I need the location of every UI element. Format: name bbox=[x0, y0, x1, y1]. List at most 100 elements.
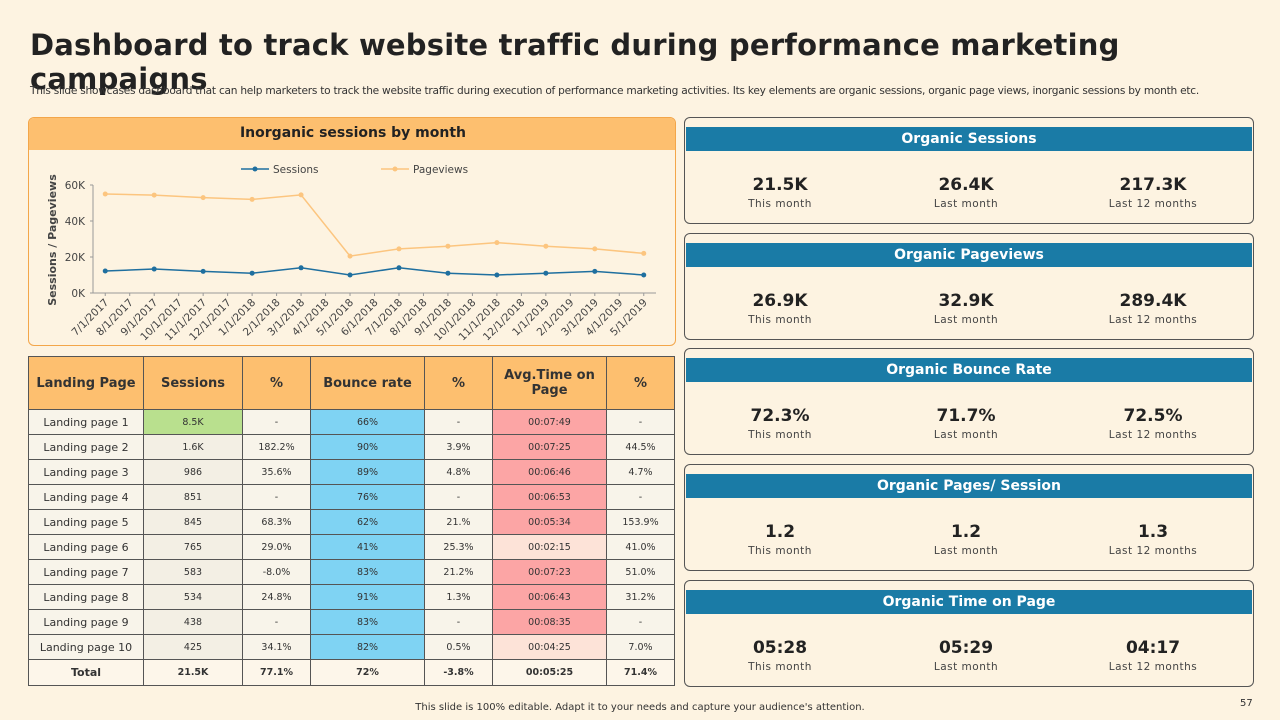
total-cell: 72% bbox=[310, 659, 425, 686]
table-cell: -8.0% bbox=[242, 559, 311, 585]
table-cell: 845 bbox=[143, 509, 243, 535]
table-cell: Landing page 7 bbox=[28, 559, 144, 585]
y-tick-label: 40K bbox=[65, 216, 86, 228]
table-row: Landing page 10 425 34.1% 82% 0.5% 00:04:25 7.… bbox=[28, 634, 675, 660]
table-cell: 4.8% bbox=[424, 459, 493, 485]
page-number: 57 bbox=[1240, 698, 1253, 709]
table-cell: 00:04:25 bbox=[492, 634, 607, 660]
table-cell: Landing page 2 bbox=[28, 434, 144, 460]
table-cell: 82% bbox=[310, 634, 425, 660]
kpi-title: Organic Pageviews bbox=[686, 243, 1252, 267]
table-row: Landing page 1 8.5K -66% -00:07:49- bbox=[28, 409, 675, 435]
table-cell: 00:02:15 bbox=[492, 534, 607, 560]
point bbox=[494, 272, 500, 278]
legend-label: Pageviews bbox=[413, 164, 468, 176]
point bbox=[543, 243, 549, 249]
kpi-card: Organic Sessions 21.5K This month 26.4K Last… bbox=[684, 117, 1254, 224]
point bbox=[592, 268, 598, 274]
table-cell: 25.3% bbox=[424, 534, 493, 560]
table-row: Landing page 5 845 68.3% 62% 21.% 00:05:34 153… bbox=[28, 509, 675, 535]
kpi-label: Last month bbox=[933, 661, 999, 673]
kpi-value: 05:28 bbox=[752, 638, 808, 658]
table-cell: 986 bbox=[143, 459, 243, 485]
table-cell: 3.9% bbox=[424, 434, 493, 460]
table-cell: 21.2% bbox=[424, 559, 493, 585]
table-cell: 00:06:53 bbox=[492, 484, 607, 510]
total-cell: 21.5K bbox=[143, 659, 243, 686]
table-cell: 00:08:35 bbox=[492, 609, 607, 635]
kpi-value: 72.5% bbox=[1123, 406, 1183, 426]
legend-label: Sessions bbox=[273, 164, 319, 176]
table-cell: 425 bbox=[143, 634, 243, 660]
column-header: Avg.Time on Page bbox=[492, 356, 607, 410]
kpi-label: Last month bbox=[933, 198, 999, 210]
table-cell: 89% bbox=[310, 459, 425, 485]
table-cell: 765 bbox=[143, 534, 243, 560]
table-cell: Landing page 3 bbox=[28, 459, 144, 485]
kpi-title: Organic Bounce Rate bbox=[686, 358, 1252, 382]
point bbox=[641, 272, 647, 278]
table-cell: 76% bbox=[310, 484, 425, 510]
column-header: % bbox=[424, 356, 493, 410]
kpi-label: Last 12 months bbox=[1108, 545, 1198, 557]
table-cell: - bbox=[606, 609, 675, 635]
table-cell: 534 bbox=[143, 584, 243, 610]
kpi-label: Last month bbox=[933, 429, 999, 441]
total-cell: Total bbox=[28, 659, 144, 686]
table-cell: - bbox=[424, 609, 493, 635]
column-header: Sessions bbox=[143, 356, 243, 410]
table-cell: 851 bbox=[143, 484, 243, 510]
kpi-value: 32.9K bbox=[938, 291, 994, 311]
subtitle: This slide showcases dashboard that can … bbox=[30, 85, 1199, 97]
table-cell: Landing page 9 bbox=[28, 609, 144, 635]
table-cell: 24.8% bbox=[242, 584, 311, 610]
kpi-label: Last 12 months bbox=[1108, 429, 1198, 441]
table-cell: 00:07:49 bbox=[492, 409, 607, 435]
kpi-value: 72.3% bbox=[750, 406, 810, 426]
kpi-label: Last 12 months bbox=[1108, 661, 1198, 673]
table-cell: 68.3% bbox=[242, 509, 311, 535]
title: Dashboard to track website traffic durin… bbox=[30, 28, 1120, 96]
table-cell: Landing page 10 bbox=[28, 634, 144, 660]
column-header: % bbox=[242, 356, 311, 410]
point bbox=[641, 250, 647, 256]
table-cell: 7.0% bbox=[606, 634, 675, 660]
kpi-title: Organic Time on Page bbox=[686, 590, 1252, 614]
table-cell: 34.1% bbox=[242, 634, 311, 660]
table-cell: 31.2% bbox=[606, 584, 675, 610]
kpi-label: Last month bbox=[933, 545, 999, 557]
chart-panel: Inorganic sessions by month Sessions / P… bbox=[28, 117, 676, 346]
table-cell: 51.0% bbox=[606, 559, 675, 585]
column-header: % bbox=[606, 356, 675, 410]
table-cell: - bbox=[424, 484, 493, 510]
table-cell: 1.3% bbox=[424, 584, 493, 610]
point bbox=[200, 268, 206, 274]
total-row: Total 21.5K 77.1% 72% -3.8% 00:05:25 71.4% bbox=[28, 659, 675, 686]
point bbox=[151, 192, 157, 198]
table-cell: 00:06:43 bbox=[492, 584, 607, 610]
table-cell: 62% bbox=[310, 509, 425, 535]
point bbox=[445, 270, 451, 276]
kpi-title: Organic Pages/ Session bbox=[686, 474, 1252, 498]
kpi-value: 71.7% bbox=[936, 406, 996, 426]
table-cell: 21.% bbox=[424, 509, 493, 535]
kpi-value: 26.4K bbox=[938, 175, 994, 195]
total-cell: 00:05:25 bbox=[492, 659, 607, 686]
table-row: Landing page 2 1.6K 182.2% 90% 3.9% 00:07:25 4… bbox=[28, 434, 675, 460]
kpi-label: Last 12 months bbox=[1108, 314, 1198, 326]
point bbox=[102, 268, 108, 274]
table-row: Landing page 9 438-83% -00:08:35- bbox=[28, 609, 675, 635]
kpi-card: Organic Pageviews 26.9K This month 32.9K Las… bbox=[684, 233, 1254, 340]
kpi-value: 26.9K bbox=[752, 291, 808, 311]
point bbox=[592, 246, 598, 252]
table-cell: - bbox=[606, 409, 675, 435]
column-header: Bounce rate bbox=[310, 356, 425, 410]
table-cell: 583 bbox=[143, 559, 243, 585]
kpi-value: 1.2 bbox=[950, 522, 982, 542]
table-cell: 153.9% bbox=[606, 509, 675, 535]
kpi-card: Organic Bounce Rate 72.3% This month 71.7% L… bbox=[684, 348, 1254, 455]
table-cell: - bbox=[424, 409, 493, 435]
kpi-value: 1.3 bbox=[1137, 522, 1169, 542]
kpi-card: Organic Time on Page 05:28 This month 05:29… bbox=[684, 580, 1254, 687]
